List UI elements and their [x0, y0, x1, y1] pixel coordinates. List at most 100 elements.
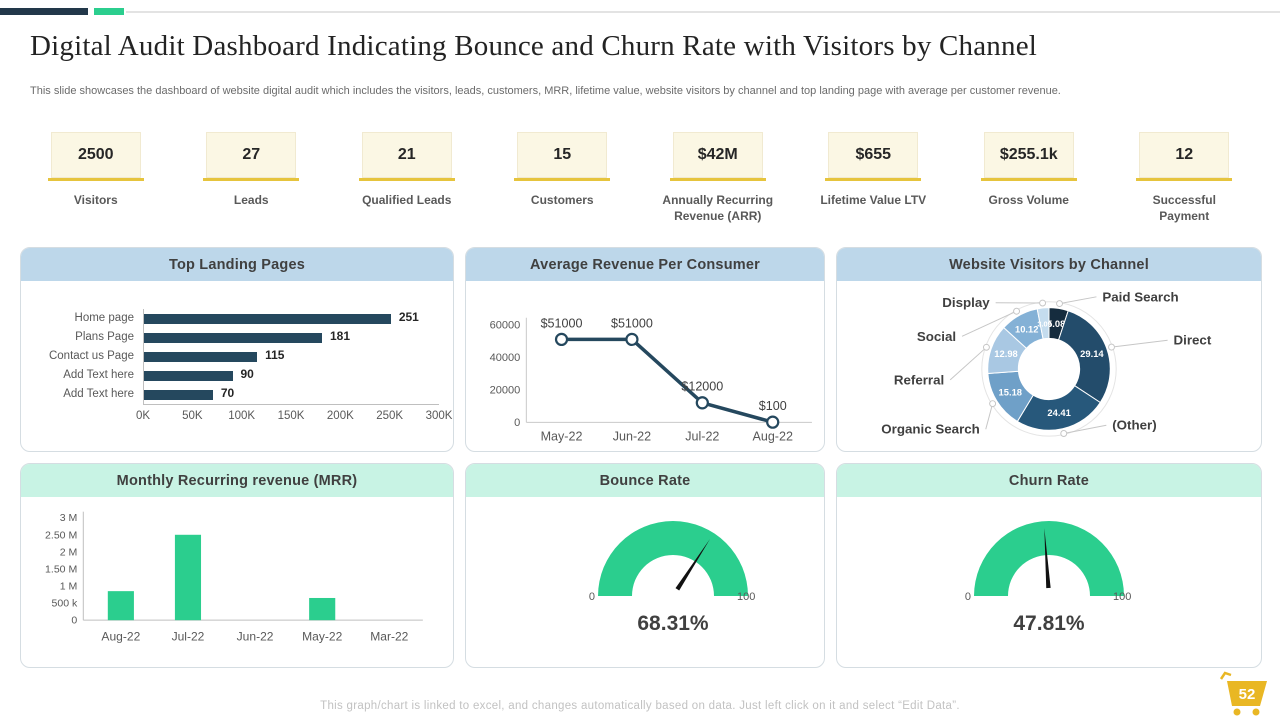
data-point-label: $51000	[611, 316, 653, 330]
kpi-visitors: 2500 Visitors	[18, 132, 174, 224]
bar	[144, 351, 258, 362]
chart-title: Website Visitors by Channel	[949, 256, 1149, 273]
kpi-leads: 27 Leads	[174, 132, 330, 224]
x-tick-label: Aug-22	[101, 629, 140, 643]
leader-line	[1059, 296, 1097, 305]
bar-category-label: Add Text here	[63, 369, 134, 381]
x-tick-label: 100K	[228, 410, 256, 422]
kpi-underline	[203, 178, 300, 181]
kpi-value: 27	[206, 132, 297, 178]
gauge-max-label: 100	[737, 591, 755, 603]
data-point-label: $12000	[681, 380, 723, 394]
slice-category-label: Social	[917, 329, 956, 344]
chart-title: Bounce Rate	[599, 472, 691, 489]
kpi-qualified-leads: 21 Qualified Leads	[329, 132, 485, 224]
gauge-value: 68.31%	[637, 612, 709, 635]
page-title: Digital Audit Dashboard Indicating Bounc…	[30, 30, 1038, 62]
kpi-underline	[1136, 178, 1233, 181]
data-point-label: $100	[759, 399, 787, 413]
data-point-marker	[625, 332, 639, 347]
slice-category-label: Organic Search	[881, 422, 980, 437]
cart-page-number-icon: 52	[1219, 671, 1267, 716]
y-tick-label: 1 M	[60, 581, 78, 593]
top-accent-line	[126, 11, 1280, 13]
gauge-max-label: 100	[1113, 591, 1131, 603]
kpi-value: 12	[1139, 132, 1230, 178]
gauge-min-label: 0	[965, 591, 971, 603]
x-tick-label: 200K	[326, 410, 354, 422]
kpi-underline	[358, 178, 455, 181]
bounce-rate-gauge[interactable]: 0 100 68.31%	[466, 497, 824, 665]
kpi-value: $255.1k	[983, 132, 1074, 178]
page-number: 52	[1239, 686, 1256, 703]
footer-note: This graph/chart is linked to excel, and…	[320, 700, 960, 712]
y-tick-label: 0	[71, 615, 77, 627]
chart-title: Top Landing Pages	[168, 256, 306, 273]
kpi-value: 21	[361, 132, 452, 178]
card-visitors-by-channel: Website Visitors by Channel 5.08 Paid Sea…	[836, 247, 1262, 452]
gauge-needle	[675, 538, 710, 591]
x-tick-label: May-22	[302, 629, 342, 643]
slice-value-label: 29.14	[1080, 349, 1104, 359]
x-tick-label: Jul-22	[685, 429, 719, 443]
leader-line	[985, 403, 994, 430]
bar-category-label: Add Text here	[63, 388, 134, 400]
gauge-arc	[598, 521, 748, 596]
kpi-underline	[669, 178, 766, 181]
gauge-arc	[974, 521, 1124, 596]
bar-category-label: Contact us Page	[48, 350, 134, 362]
gauge-min-label: 0	[589, 591, 595, 603]
top-landing-pages-chart[interactable]: Home page Plans Page Contact us Page Add Te…	[21, 281, 453, 449]
x-tick-label: Mar-22	[370, 629, 408, 643]
slice-value-label: 5.08	[1047, 319, 1065, 329]
bar	[107, 591, 134, 621]
visitors-by-channel-chart[interactable]: 5.08 Paid Search 29.14 Direct 24.41 (Other) 15…	[837, 281, 1261, 449]
kpi-underline	[47, 178, 144, 181]
bar	[144, 389, 213, 400]
bar-value-label: 90	[240, 367, 254, 381]
y-tick-label: 1.50 M	[45, 563, 77, 575]
mrr-chart[interactable]: 0 500 k 1 M 1.50 M 2 M 2.50 M 3 M Aug-22 Jul-22 J…	[21, 497, 453, 665]
data-point-label: $51000	[541, 316, 583, 330]
kpi-ltv: $655 Lifetime Value LTV	[796, 132, 952, 224]
slice-category-label: Referral	[894, 372, 944, 387]
y-tick-label: 0	[514, 417, 520, 429]
gauge-needle	[1044, 528, 1051, 589]
chart-title: Monthly Recurring revenue (MRR)	[116, 472, 358, 489]
churn-rate-gauge[interactable]: 0 100 47.81%	[837, 497, 1261, 665]
x-tick-label: Aug-22	[752, 429, 793, 443]
x-tick-label: 250K	[376, 410, 404, 422]
x-tick-label: 150K	[277, 410, 305, 422]
slice-value-label: 24.41	[1047, 408, 1070, 418]
y-tick-label: 2 M	[60, 546, 78, 558]
page-subtitle: This slide showcases the dashboard of we…	[30, 85, 1061, 97]
slice-category-label: Display	[942, 295, 990, 310]
slice-value-label: 10.12	[1015, 324, 1038, 334]
x-tick-label: 50K	[182, 410, 203, 422]
data-point-marker	[554, 332, 569, 347]
kpi-underline	[980, 178, 1077, 181]
y-tick-label: 20000	[490, 384, 521, 396]
data-point-marker	[766, 415, 780, 429]
bar	[144, 332, 322, 343]
top-accent-navy	[0, 8, 88, 15]
kpi-underline	[825, 178, 922, 181]
bar-value-label: 251	[398, 310, 419, 324]
kpi-arr: $42M Annually Recurring Revenue (ARR)	[640, 132, 796, 224]
x-axis: 0K 50K 100K 150K 200K 250K 300K	[136, 405, 452, 425]
chart-card-header: Top Landing Pages	[21, 248, 453, 281]
bar-category-label: Home page	[74, 312, 134, 324]
pie-slice	[1057, 310, 1111, 404]
card-bounce-rate: Bounce Rate 0 100 68.31%	[465, 463, 825, 668]
slice-category-label: Direct	[1174, 333, 1212, 348]
y-tick-label: 3 M	[60, 512, 78, 524]
kpi-value: $42M	[672, 132, 763, 178]
leader-line	[961, 310, 1017, 337]
kpi-value: $655	[828, 132, 919, 178]
average-revenue-chart[interactable]: 0 20000 40000 60000 $51000 May-22 $51000 Jun-22…	[466, 281, 824, 449]
bar-value-label: 70	[220, 386, 235, 400]
y-tick-label: 60000	[490, 319, 521, 331]
chart-card-header: Website Visitors by Channel	[837, 248, 1261, 281]
bar-category-label: Plans Page	[75, 331, 134, 343]
slice-value-label: 15.18	[999, 388, 1022, 398]
